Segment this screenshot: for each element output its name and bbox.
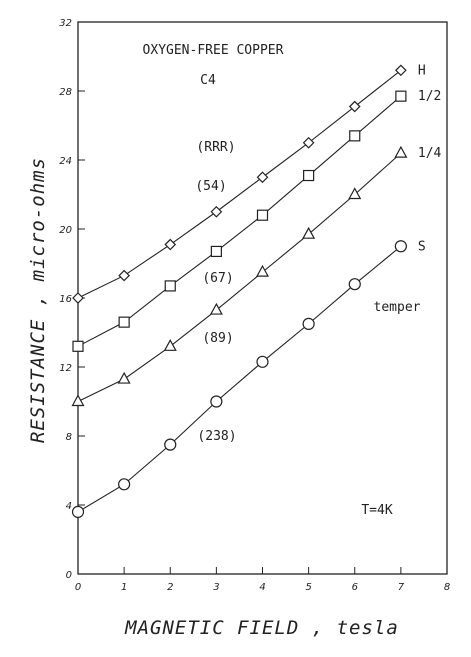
- rrr-label-quarter: (89): [202, 331, 233, 346]
- data-point-triangle: [119, 373, 130, 383]
- data-point-square: [211, 246, 221, 256]
- data-point-triangle: [349, 189, 360, 199]
- chart-title: OXYGEN-FREE COPPER: [143, 43, 284, 58]
- x-tick-label: 2: [167, 582, 173, 593]
- data-point-circle: [395, 241, 406, 252]
- y-tick-label: 4: [66, 501, 72, 512]
- rrr-label-h: (54): [195, 179, 226, 194]
- data-point-square: [304, 171, 314, 181]
- y-tick-label: 32: [59, 18, 72, 29]
- x-tick-label: 5: [305, 582, 311, 593]
- x-tick-label: 1: [121, 582, 127, 593]
- series-label-triangle: 1/4: [418, 146, 442, 161]
- series-layer: H 1/2 1/4 S: [73, 63, 442, 517]
- data-point-circle: [257, 356, 268, 367]
- data-point-square: [396, 91, 406, 101]
- y-tick-label: 8: [66, 432, 72, 443]
- data-point-triangle: [211, 304, 222, 314]
- x-tick-label: 7: [398, 582, 405, 593]
- data-point-circle: [73, 506, 84, 517]
- rrr-label-s: (238): [197, 429, 236, 444]
- data-point-triangle: [303, 228, 314, 238]
- data-point-circle: [303, 318, 314, 329]
- data-point-circle: [119, 479, 130, 490]
- series-label-square: 1/2: [418, 89, 441, 104]
- data-point-square: [165, 281, 175, 291]
- x-tick-label: 3: [213, 582, 219, 593]
- x-axis-title: MAGNETIC FIELD , tesla: [124, 617, 399, 639]
- y-tick-label: 12: [59, 363, 72, 374]
- data-point-square: [258, 210, 268, 220]
- data-point-diamond: [350, 102, 360, 112]
- data-point-diamond: [73, 293, 83, 303]
- condition-label: T=4K: [361, 503, 392, 518]
- data-point-diamond: [119, 271, 129, 281]
- data-point-triangle: [165, 340, 176, 350]
- series-label-diamond: H: [418, 63, 426, 78]
- data-point-circle: [165, 439, 176, 450]
- legend-title: temper: [374, 300, 421, 315]
- rrr-label-half: (67): [202, 271, 233, 286]
- data-point-square: [350, 131, 360, 141]
- y-tick-label: 16: [59, 294, 72, 305]
- y-axis-title: RESISTANCE , micro-ohms: [27, 157, 49, 443]
- data-point-triangle: [395, 147, 406, 157]
- y-tick-label: 28: [59, 87, 72, 98]
- data-point-circle: [349, 279, 360, 290]
- data-point-triangle: [73, 396, 84, 406]
- chart-subtitle: C4: [200, 73, 216, 88]
- x-tick-label: 8: [444, 582, 450, 593]
- y-tick-label: 24: [59, 156, 72, 167]
- data-point-diamond: [165, 240, 175, 250]
- data-point-diamond: [396, 65, 406, 75]
- x-tick-label: 6: [352, 582, 358, 593]
- data-point-circle: [211, 396, 222, 407]
- y-tick-label: 20: [59, 225, 72, 236]
- rrr-heading: (RRR): [196, 140, 235, 155]
- data-point-square: [73, 341, 83, 351]
- series-label-circle: S: [418, 239, 426, 254]
- x-tick-label: 0: [75, 582, 81, 593]
- data-point-diamond: [258, 172, 268, 182]
- data-point-diamond: [211, 207, 221, 217]
- x-tick-label: 4: [259, 582, 265, 593]
- y-tick-label: 0: [66, 570, 72, 581]
- data-point-square: [119, 317, 129, 327]
- series-diamond: H: [73, 63, 426, 303]
- data-point-diamond: [304, 138, 314, 148]
- data-point-triangle: [257, 266, 268, 276]
